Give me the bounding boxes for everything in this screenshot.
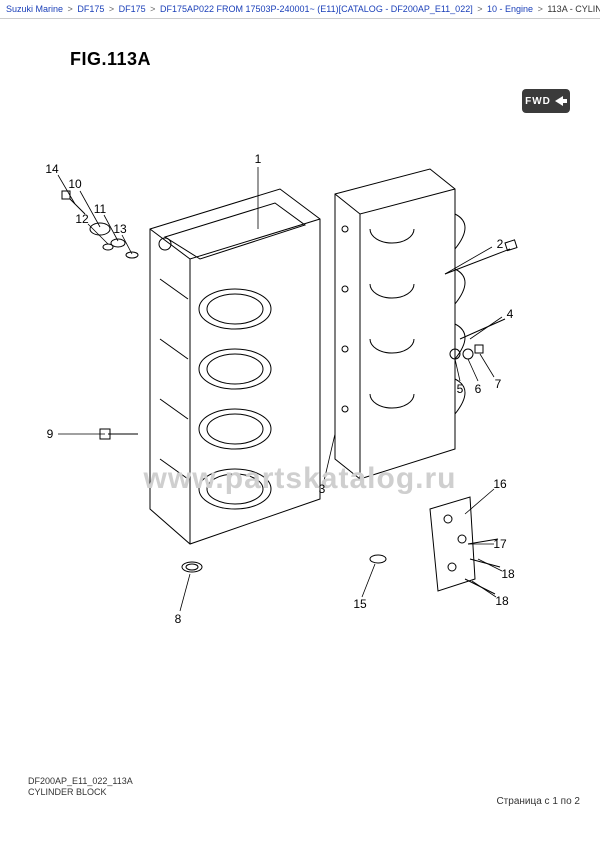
cylinder-block-left xyxy=(150,189,320,544)
breadcrumb-current: 113A - CYLINDER BLOCK xyxy=(547,4,600,14)
breadcrumb-item[interactable]: Suzuki Marine xyxy=(6,4,63,14)
footer-doc-info: DF200AP_E11_022_113A CYLINDER BLOCK xyxy=(28,776,133,799)
stud-assembly xyxy=(450,319,505,359)
breadcrumb-sep: > xyxy=(68,4,73,14)
footer-page: Страница с 1 по 2 xyxy=(496,796,580,807)
doc-title: CYLINDER BLOCK xyxy=(28,787,133,799)
exploded-diagram xyxy=(0,19,600,819)
breadcrumb-item[interactable]: DF175 xyxy=(119,4,146,14)
breadcrumb: Suzuki Marine > DF175 > DF175 > DF175AP0… xyxy=(0,0,600,19)
crankcase-half-right xyxy=(335,169,465,479)
breadcrumb-sep: > xyxy=(477,4,482,14)
breadcrumb-item[interactable]: DF175 xyxy=(77,4,104,14)
breadcrumb-sep: > xyxy=(538,4,543,14)
breadcrumb-sep: > xyxy=(109,4,114,14)
breadcrumb-sep: > xyxy=(150,4,155,14)
doc-code: DF200AP_E11_022_113A xyxy=(28,776,133,788)
bolt-9 xyxy=(100,429,138,439)
diagram-area: FIG.113A FWD xyxy=(0,19,600,819)
breadcrumb-item[interactable]: 10 - Engine xyxy=(487,4,533,14)
bracket-assembly xyxy=(370,497,500,594)
o-ring-8 xyxy=(182,562,202,572)
breadcrumb-item[interactable]: DF175AP022 FROM 17503P-240001~ (E11)[CAT… xyxy=(160,4,473,14)
